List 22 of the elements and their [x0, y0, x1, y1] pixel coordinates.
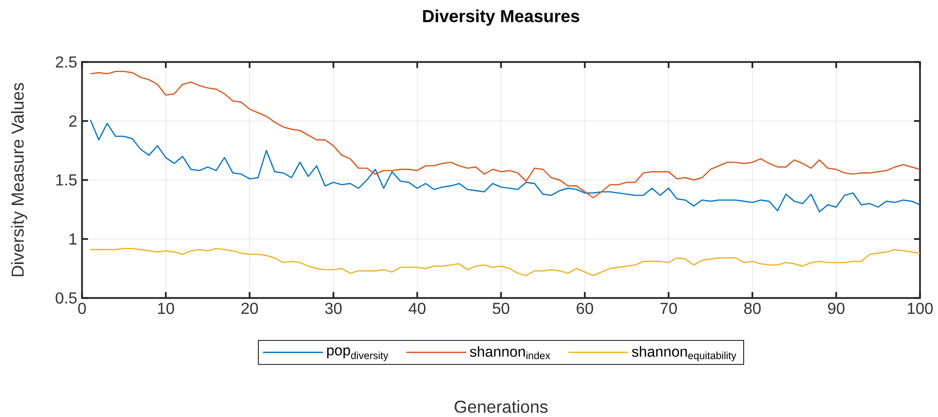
legend-label: $\mathrm{shannon}_{\mathrm{index}}$: [470, 346, 550, 360]
x-tick-label: 20: [242, 302, 258, 314]
x-tick-label: 80: [744, 302, 761, 314]
legend-label: $\mathrm{shannon}_{\mathrm{equitability}}$: [632, 346, 736, 362]
y-tick-label: 0.5: [56, 292, 77, 304]
chart-title: Diversity Measures: [423, 10, 580, 26]
x-tick-label: 50: [492, 302, 510, 314]
x-tick-label: 60: [576, 302, 594, 314]
x-tick-label: 90: [828, 302, 844, 314]
legend-label: $\mathrm{pop}_{\mathrm{diversity}}$: [327, 347, 388, 362]
y-tick-label: 2.5: [56, 56, 77, 68]
y-axis-title: Diversity Measure Values: [11, 83, 28, 276]
x-tick-label: 0: [78, 302, 86, 314]
y-tick-label: 1: [70, 233, 77, 244]
x-tick-label: 40: [408, 302, 426, 314]
y-tick-label: 1.5: [56, 174, 77, 186]
x-tick-label: 10: [158, 302, 174, 314]
x-axis-title: Generations: [454, 400, 548, 413]
x-tick-label: 30: [325, 302, 342, 314]
x-tick-label: 70: [660, 302, 677, 314]
x-tick-label: 100: [908, 302, 933, 314]
y-tick-label: 2: [69, 115, 76, 127]
